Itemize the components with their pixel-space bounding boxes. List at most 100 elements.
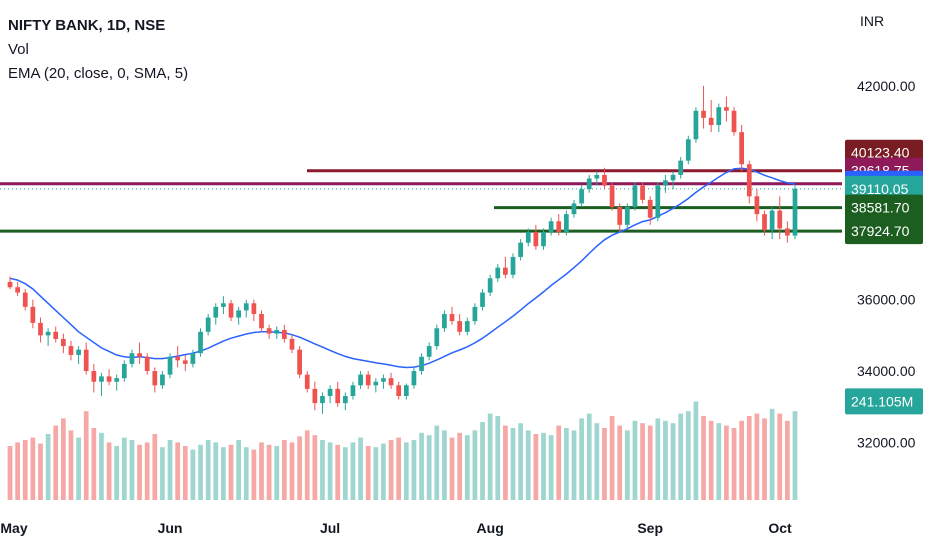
volume-indicator-label[interactable]: Vol: [8, 41, 29, 58]
candle[interactable]: [556, 214, 562, 236]
candle[interactable]: [495, 264, 501, 282]
candle[interactable]: [243, 299, 249, 318]
candle[interactable]: [236, 306, 242, 325]
candle[interactable]: [594, 171, 600, 186]
candle[interactable]: [175, 346, 181, 368]
candle[interactable]: [525, 228, 531, 247]
candle[interactable]: [312, 381, 318, 411]
symbol-title[interactable]: NIFTY BANK, 1D, NSE: [8, 17, 166, 34]
candle[interactable]: [76, 346, 81, 364]
candle[interactable]: [762, 210, 767, 236]
candle[interactable]: [510, 253, 516, 279]
candle[interactable]: [731, 107, 737, 136]
candle[interactable]: [792, 185, 798, 240]
candle[interactable]: [746, 160, 752, 204]
candle[interactable]: [678, 157, 684, 179]
candle[interactable]: [45, 328, 51, 347]
candle[interactable]: [144, 353, 150, 375]
candle[interactable]: [137, 342, 142, 364]
candle[interactable]: [541, 228, 546, 250]
candle[interactable]: [205, 313, 211, 336]
candle[interactable]: [106, 369, 112, 386]
candle[interactable]: [624, 203, 630, 229]
candle[interactable]: [663, 174, 668, 193]
candle[interactable]: [350, 381, 356, 400]
candle[interactable]: [327, 385, 333, 404]
candle[interactable]: [289, 335, 295, 354]
candle[interactable]: [693, 107, 699, 143]
candle[interactable]: [83, 342, 89, 375]
candle[interactable]: [647, 196, 653, 225]
candle[interactable]: [579, 185, 584, 208]
candle[interactable]: [609, 182, 615, 211]
candle[interactable]: [297, 346, 302, 379]
candle[interactable]: [335, 381, 341, 407]
candle[interactable]: [464, 317, 470, 336]
ema-indicator-label[interactable]: EMA (20, close, 0, SMA, 5): [8, 65, 189, 82]
candle[interactable]: [632, 182, 638, 211]
candle[interactable]: [160, 371, 165, 389]
candle[interactable]: [449, 306, 455, 325]
candle[interactable]: [670, 171, 676, 190]
candle[interactable]: [30, 299, 36, 329]
candle[interactable]: [22, 289, 28, 311]
candle[interactable]: [342, 392, 348, 411]
candle[interactable]: [373, 378, 379, 393]
candle[interactable]: [754, 189, 760, 222]
candle[interactable]: [685, 135, 691, 165]
candle[interactable]: [419, 353, 424, 375]
candle[interactable]: [358, 371, 363, 389]
candle[interactable]: [167, 353, 173, 379]
candle[interactable]: [640, 182, 645, 204]
candle[interactable]: [602, 167, 607, 190]
candle[interactable]: [121, 360, 127, 382]
candle[interactable]: [129, 349, 135, 368]
candle[interactable]: [480, 289, 485, 311]
candle[interactable]: [533, 224, 539, 250]
candle[interactable]: [7, 276, 13, 290]
candle[interactable]: [655, 182, 661, 222]
candle[interactable]: [472, 303, 478, 325]
candle[interactable]: [228, 299, 234, 322]
candle[interactable]: [487, 274, 493, 297]
candle[interactable]: [563, 210, 569, 236]
candle[interactable]: [152, 367, 158, 393]
candle[interactable]: [365, 371, 371, 389]
candle[interactable]: [434, 324, 440, 350]
price-axis[interactable]: INR 42000.00 36000.00 34000.00 32000.00: [857, 13, 916, 450]
candle[interactable]: [503, 256, 508, 279]
candle[interactable]: [548, 217, 554, 236]
candle[interactable]: [320, 392, 325, 414]
candle[interactable]: [411, 367, 417, 389]
candle[interactable]: [716, 103, 722, 133]
candle[interactable]: [282, 324, 287, 343]
candle[interactable]: [53, 326, 59, 343]
candle[interactable]: [213, 303, 219, 325]
candle[interactable]: [38, 317, 43, 343]
candle[interactable]: [114, 374, 120, 391]
candle[interactable]: [221, 296, 226, 314]
candle[interactable]: [259, 310, 264, 332]
candle[interactable]: [708, 100, 714, 133]
candle[interactable]: [739, 125, 745, 172]
candle[interactable]: [274, 326, 280, 339]
candle[interactable]: [91, 363, 97, 393]
candle[interactable]: [426, 342, 432, 361]
candle[interactable]: [68, 340, 74, 361]
candle[interactable]: [60, 333, 66, 354]
candle[interactable]: [457, 313, 463, 336]
candle[interactable]: [198, 328, 203, 357]
candle[interactable]: [617, 203, 623, 232]
candle[interactable]: [769, 207, 775, 240]
candle[interactable]: [785, 221, 790, 243]
candle[interactable]: [15, 281, 20, 297]
candle[interactable]: [518, 239, 523, 261]
candle[interactable]: [266, 324, 272, 339]
candle[interactable]: [182, 354, 188, 372]
candle[interactable]: [388, 372, 394, 389]
candle[interactable]: [99, 372, 104, 396]
candle[interactable]: [403, 383, 409, 400]
candle[interactable]: [190, 349, 196, 368]
candle[interactable]: [701, 85, 706, 129]
